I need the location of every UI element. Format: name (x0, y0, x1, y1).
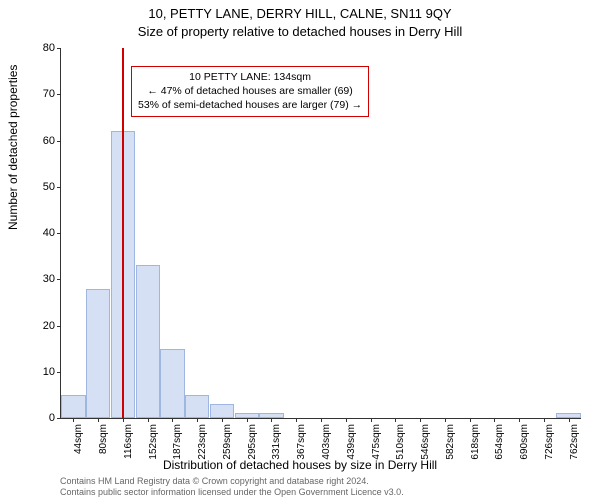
y-tick-mark (57, 48, 61, 49)
x-tick-label: 439sqm (346, 424, 357, 460)
x-tick-label: 582sqm (445, 424, 456, 460)
y-tick-mark (57, 326, 61, 327)
x-tick-label: 618sqm (470, 424, 481, 460)
x-tick-mark (271, 418, 272, 422)
x-tick-label: 762sqm (569, 424, 580, 460)
x-tick-label: 187sqm (172, 424, 183, 460)
x-tick-mark (222, 418, 223, 422)
x-tick-mark (544, 418, 545, 422)
histogram-bar (185, 395, 209, 418)
x-tick-mark (346, 418, 347, 422)
chart-title-sub: Size of property relative to detached ho… (0, 24, 600, 39)
y-tick-mark (57, 94, 61, 95)
x-tick-mark (98, 418, 99, 422)
annotation-line2: ← 47% of detached houses are smaller (69… (138, 84, 362, 98)
chart-container: 10, PETTY LANE, DERRY HILL, CALNE, SN11 … (0, 0, 600, 500)
x-tick-mark (296, 418, 297, 422)
plot-area: 10 PETTY LANE: 134sqm ← 47% of detached … (60, 48, 581, 419)
x-tick-mark (395, 418, 396, 422)
x-tick-label: 259sqm (222, 424, 233, 460)
x-tick-mark (569, 418, 570, 422)
x-tick-mark (148, 418, 149, 422)
x-tick-label: 654sqm (494, 424, 505, 460)
x-tick-label: 726sqm (544, 424, 555, 460)
x-tick-label: 295sqm (247, 424, 258, 460)
x-tick-mark (321, 418, 322, 422)
y-tick-mark (57, 233, 61, 234)
y-tick-mark (57, 187, 61, 188)
histogram-bar (61, 395, 85, 418)
y-axis-label: Number of detached properties (6, 65, 20, 230)
histogram-bar (210, 404, 234, 418)
x-tick-mark (73, 418, 74, 422)
x-tick-mark (197, 418, 198, 422)
x-tick-mark (420, 418, 421, 422)
x-tick-mark (247, 418, 248, 422)
x-tick-mark (123, 418, 124, 422)
x-tick-label: 403sqm (321, 424, 332, 460)
chart-title-main: 10, PETTY LANE, DERRY HILL, CALNE, SN11 … (0, 6, 600, 21)
x-tick-mark (494, 418, 495, 422)
y-tick-mark (57, 418, 61, 419)
y-tick-mark (57, 279, 61, 280)
x-axis-label: Distribution of detached houses by size … (0, 458, 600, 472)
annotation-box: 10 PETTY LANE: 134sqm ← 47% of detached … (131, 66, 369, 117)
x-tick-label: 367sqm (296, 424, 307, 460)
x-tick-label: 116sqm (123, 424, 134, 459)
property-marker-line (122, 48, 124, 418)
histogram-bar (160, 349, 184, 418)
footer-attribution: Contains HM Land Registry data © Crown c… (60, 476, 404, 498)
x-tick-mark (470, 418, 471, 422)
y-tick-mark (57, 372, 61, 373)
x-tick-label: 152sqm (148, 424, 159, 460)
x-tick-label: 690sqm (519, 424, 530, 460)
x-tick-label: 223sqm (197, 424, 208, 460)
x-tick-mark (371, 418, 372, 422)
histogram-bar (136, 265, 160, 418)
x-tick-mark (445, 418, 446, 422)
x-tick-mark (519, 418, 520, 422)
annotation-line3: 53% of semi-detached houses are larger (… (138, 98, 362, 112)
x-tick-label: 546sqm (420, 424, 431, 460)
x-tick-mark (172, 418, 173, 422)
x-tick-label: 80sqm (98, 424, 109, 454)
footer-line2: Contains public sector information licen… (60, 487, 404, 498)
x-tick-label: 44sqm (73, 424, 84, 454)
footer-line1: Contains HM Land Registry data © Crown c… (60, 476, 404, 487)
x-tick-label: 510sqm (395, 424, 406, 460)
x-tick-label: 331sqm (271, 424, 282, 460)
histogram-bar (86, 289, 110, 419)
annotation-line1: 10 PETTY LANE: 134sqm (138, 70, 362, 84)
y-tick-mark (57, 141, 61, 142)
x-tick-label: 475sqm (371, 424, 382, 460)
